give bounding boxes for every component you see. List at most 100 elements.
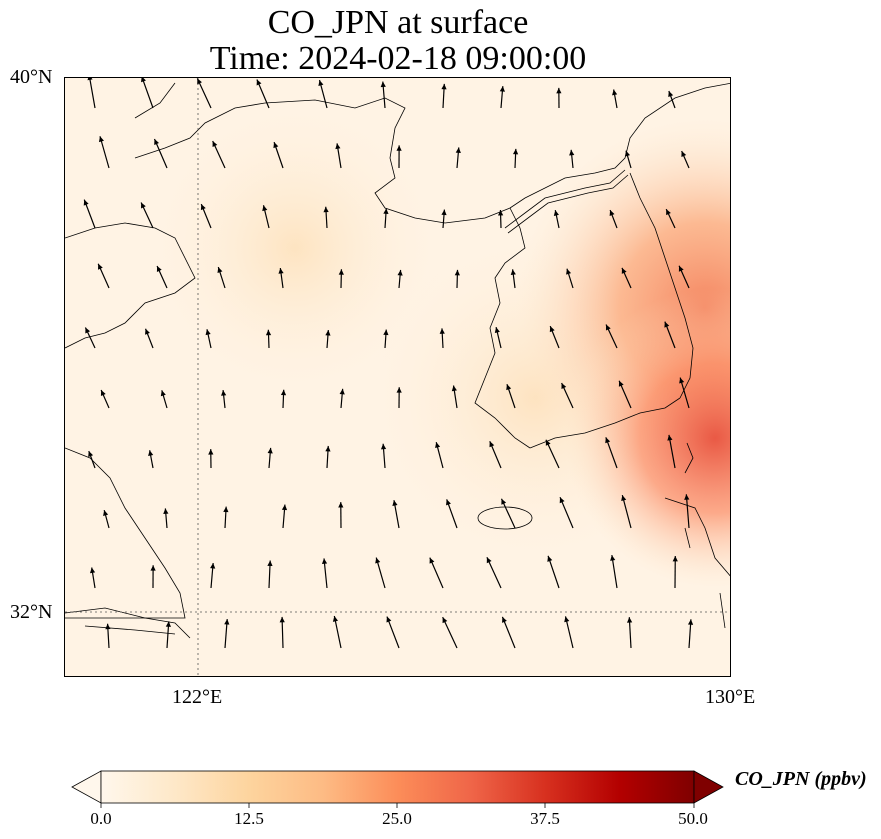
wind-vector-arrowhead	[278, 268, 284, 274]
wind-vector-arrow	[442, 616, 458, 649]
colorbar-tick-1: 12.5	[234, 809, 264, 828]
coastline-korea-west	[474, 207, 531, 449]
wind-vector-arrow	[386, 616, 400, 649]
wind-vector-arrowhead	[88, 451, 94, 457]
wind-vector-arrowhead	[150, 565, 156, 571]
wind-vector-arrowhead	[281, 504, 288, 511]
wind-vector-arrowhead	[267, 447, 273, 454]
coastline-yangtze	[65, 607, 191, 639]
wind-vector-arrowhead	[559, 497, 565, 504]
coastline-liaodong	[509, 82, 730, 209]
wind-vector-arrowhead	[325, 445, 331, 452]
wind-vector-arrowhead	[556, 87, 562, 94]
wind-vector-arrowhead	[435, 442, 441, 449]
colorbar-tick-2: 25.0	[382, 809, 412, 828]
wind-vector-arrowhead	[506, 384, 512, 391]
wind-vector-arrowhead	[442, 617, 448, 624]
wind-vector-arrowhead	[197, 78, 202, 85]
wind-vector-arrowhead	[668, 90, 674, 97]
wind-vector-arrowhead	[545, 439, 551, 446]
wind-vector-arrowhead	[154, 139, 160, 146]
wind-vector-arrow	[611, 554, 618, 589]
wind-vector-arrowhead	[279, 616, 285, 623]
coastline-korea-east	[629, 172, 694, 399]
wind-vector-arrowhead	[553, 210, 559, 216]
wind-vector-arrowhead	[569, 149, 575, 156]
colorbar-bar	[100, 770, 695, 804]
wind-vector-arrowhead	[678, 265, 684, 272]
lat-label-32n: 32°N	[10, 601, 53, 623]
coastlines	[65, 82, 730, 639]
wind-vector-arrowhead	[621, 267, 627, 274]
colorbar-extend-high	[693, 770, 724, 804]
wind-vector-arrowhead	[332, 616, 339, 622]
wind-vector-arrowhead	[564, 616, 570, 623]
wind-vector-arrowhead	[318, 80, 324, 86]
wind-vector-arrowhead	[441, 209, 447, 216]
wind-vector-arrowhead	[397, 269, 403, 276]
wind-vector-arrowhead	[200, 204, 206, 211]
wind-vector-arrowhead	[610, 555, 616, 561]
wind-vectors	[83, 78, 694, 649]
wind-vector-arrowhead	[625, 150, 631, 157]
wind-vector-arrowhead	[141, 78, 146, 83]
wind-vector-arrowhead	[498, 210, 504, 216]
wind-vector-arrow	[333, 615, 342, 649]
wind-vector-arrow	[605, 437, 618, 469]
wind-vector-arrowhead	[380, 81, 386, 88]
wind-vector-arrowhead	[439, 328, 445, 334]
wind-vector-arrowhead	[223, 506, 229, 513]
colorbar-tick-4: 50.0	[678, 809, 708, 828]
wind-vector-arrowhead	[621, 495, 627, 502]
colorbar-ticks	[100, 803, 695, 808]
wind-vector-arrow	[141, 78, 154, 109]
wind-vector-arrowhead	[205, 329, 211, 336]
wind-vector-arrowhead	[87, 78, 93, 81]
map-subtitle-time: Time: 2024-02-18 09:00:00	[209, 40, 587, 77]
wind-vector-arrowhead	[549, 326, 555, 333]
gridlines	[65, 78, 730, 676]
wind-vector-arrowhead	[446, 499, 451, 506]
wind-vector-arrowhead	[383, 208, 389, 215]
wind-vector-arrowhead	[105, 623, 111, 630]
wind-vector-arrowhead	[455, 147, 461, 154]
wind-vector-arrow	[89, 78, 96, 109]
wind-vector-arrow	[486, 556, 502, 589]
wind-vector-arrowhead	[687, 619, 694, 625]
wind-vector-arrowhead	[454, 269, 460, 276]
wind-vector-arrowhead	[280, 389, 287, 396]
wind-vector-arrowhead	[684, 494, 690, 500]
wind-vector-arrowhead	[163, 508, 169, 514]
wind-vector-arrowhead	[681, 151, 687, 158]
wind-vector-arrowhead	[100, 390, 106, 397]
wind-vector-arrowhead	[335, 143, 341, 150]
wind-vector-arrowhead	[512, 148, 519, 155]
wind-vector-arrowhead	[396, 387, 402, 393]
wind-vector-arrowhead	[489, 441, 495, 448]
wind-vector-arrowhead	[396, 145, 402, 151]
wind-vector-arrowhead	[339, 388, 345, 395]
coastline-shandong	[65, 222, 196, 349]
wind-vector-arrowhead	[609, 210, 615, 217]
wind-vector-arrowhead	[323, 206, 329, 213]
wind-vector-arrowhead	[486, 557, 492, 564]
wind-vector-arrowhead	[160, 390, 166, 397]
wind-vector-arrow	[621, 494, 632, 529]
coastline-korea-south	[529, 397, 681, 449]
wind-vector-arrowhead	[273, 142, 279, 149]
wind-vector-arrowhead	[83, 199, 89, 206]
lon-label-122e: 122°E	[172, 686, 223, 708]
wind-vector-arrowhead	[380, 443, 387, 450]
coastline-kyushu	[664, 497, 730, 629]
colorbar-tick-3: 37.5	[530, 809, 560, 828]
wind-vector-arrow	[564, 616, 574, 649]
wind-vector-arrowhead	[375, 557, 381, 564]
wind-vector-arrow	[547, 555, 560, 589]
wind-vector-arrow	[559, 496, 574, 529]
wind-vector-arrowhead	[386, 616, 392, 623]
wind-vector-arrowhead	[338, 502, 344, 508]
lon-label-130e: 130°E	[705, 686, 756, 708]
map-panel	[64, 77, 731, 677]
wind-vector-arrowhead	[499, 86, 505, 92]
wind-vector-arrowhead	[165, 621, 171, 627]
